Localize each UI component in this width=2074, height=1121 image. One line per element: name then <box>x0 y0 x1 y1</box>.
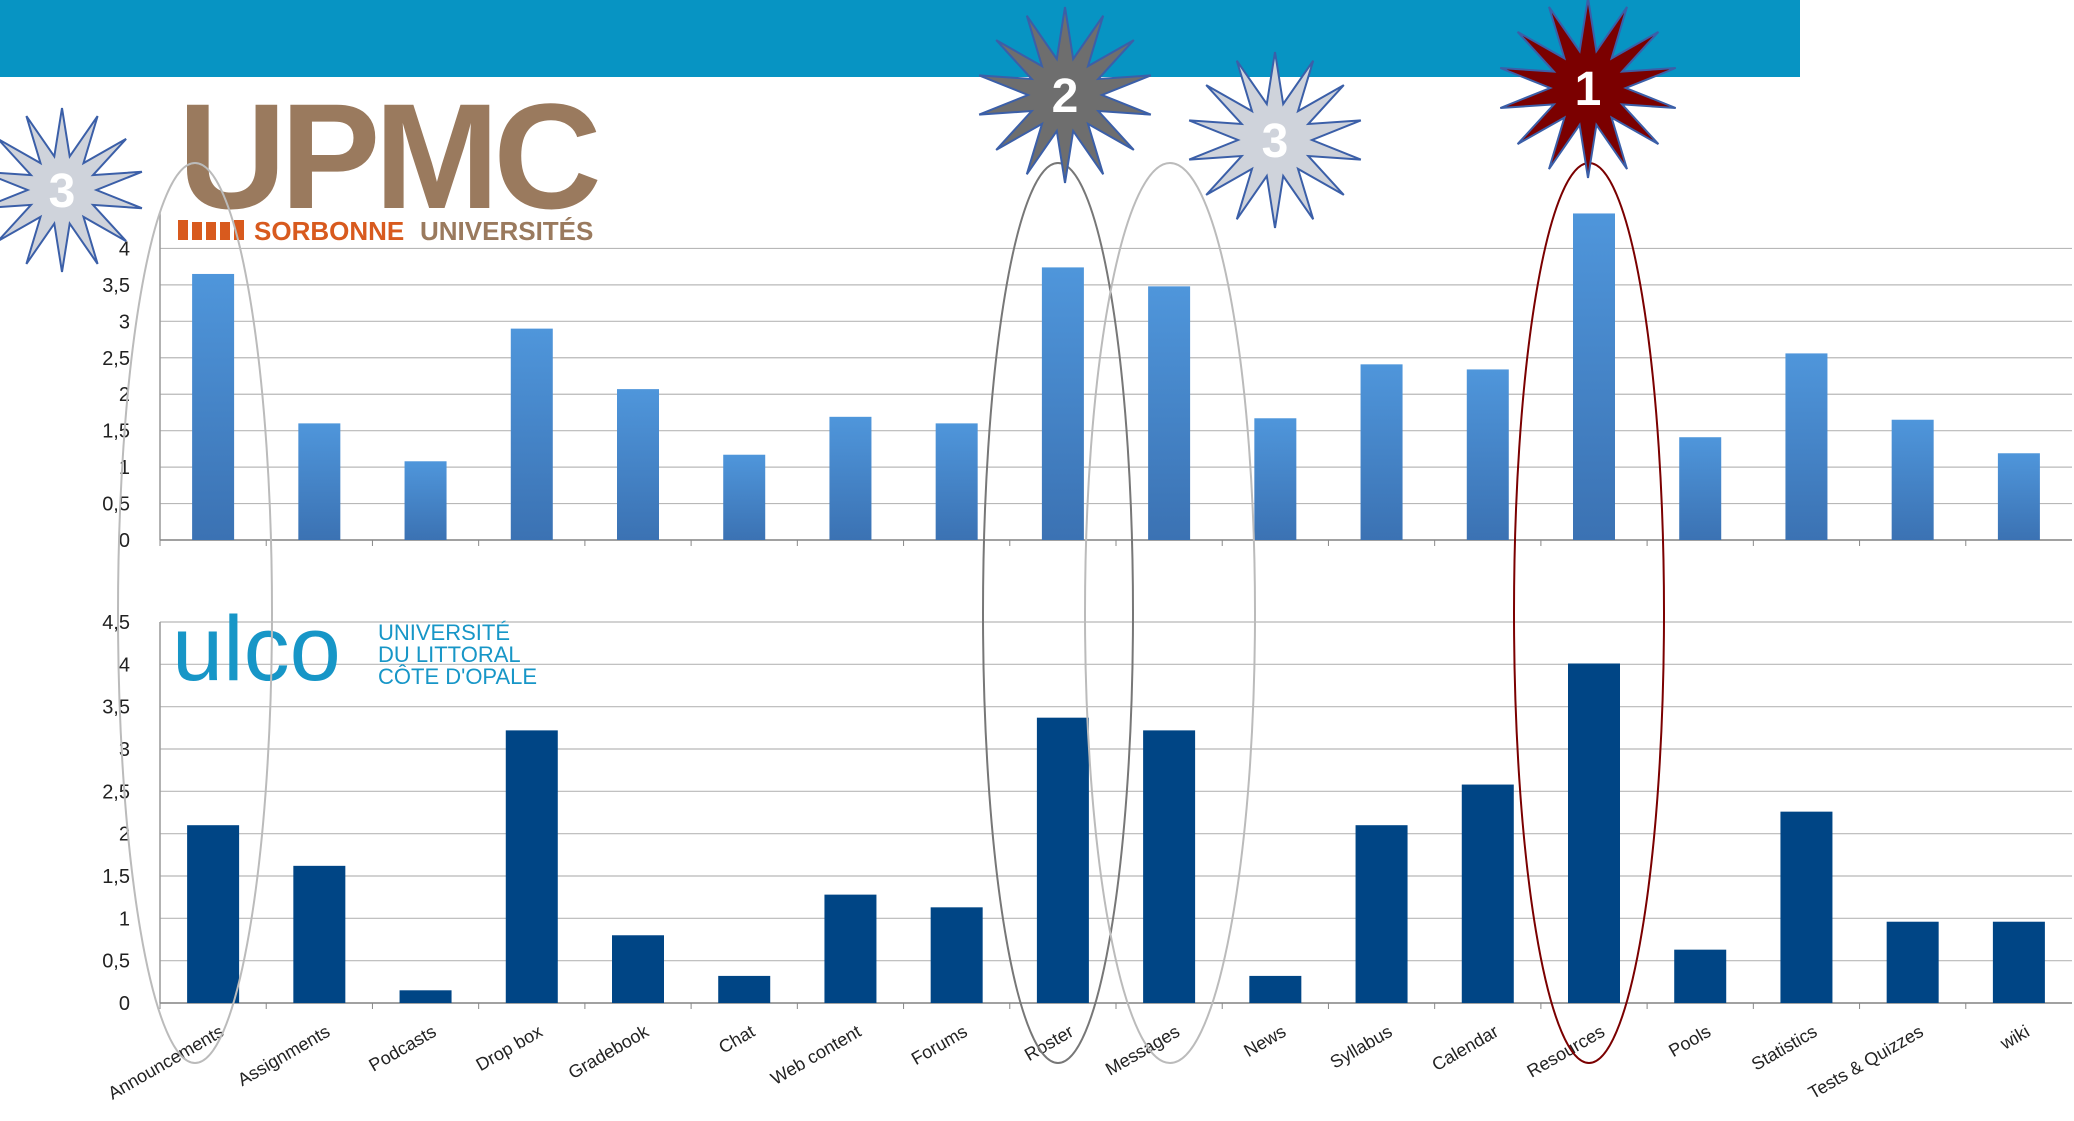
ulco-bar-gradebook <box>612 935 664 1003</box>
y-tick-label: 2,5 <box>102 348 130 370</box>
ulco-bar-drop-box <box>505 730 558 1003</box>
rank-star-label: 2 <box>1052 70 1079 123</box>
ulco-bar-wiki <box>1992 921 2045 1003</box>
upmc-bar-gradebook <box>617 389 659 540</box>
x-category-label: Tests & Quizzes <box>1805 1021 1927 1103</box>
ulco-bar-roster <box>1036 717 1089 1003</box>
ulco-logo-line2: DU LITTORAL <box>378 642 521 667</box>
upmc-logo-sub-b: UNIVERSITÉS <box>420 216 593 246</box>
x-category-label: Chat <box>715 1021 758 1057</box>
rank-star-resources <box>1499 0 1677 179</box>
x-category-label: Forums <box>908 1021 971 1069</box>
y-tick-label: 0 <box>119 993 130 1015</box>
highlight-ellipse-announcements <box>117 162 273 1064</box>
y-tick-label: 3 <box>119 739 130 761</box>
y-tick-label: 4,5 <box>102 612 130 634</box>
x-category-label: News <box>1240 1021 1289 1061</box>
rank-star-label: 3 <box>1262 115 1289 168</box>
upmc-bar-assignments <box>298 423 341 540</box>
highlight-ellipse-messages <box>1084 162 1256 1064</box>
y-tick-label: 2 <box>119 824 130 846</box>
upmc-bar-statistics <box>1785 353 1828 540</box>
x-category-label: Podcasts <box>365 1021 439 1075</box>
ulco-bar-resources <box>1568 663 1620 1003</box>
rank-star-announcements <box>0 107 143 273</box>
ulco-bar-web-content <box>824 894 877 1003</box>
y-tick-label: 1,5 <box>102 866 130 888</box>
rank-star-label: 3 <box>49 165 76 218</box>
ulco-logo-line1: UNIVERSITÉ <box>378 620 510 645</box>
ulco-bar-pools <box>1674 949 1727 1003</box>
y-tick-label: 0 <box>119 530 130 552</box>
upmc-bar-wiki <box>1997 453 2040 540</box>
ulco-logo: ulco UNIVERSITÉ DU LITTORAL CÔTE D'OPALE <box>172 598 537 700</box>
x-category-label: Drop box <box>473 1021 546 1075</box>
x-category-label: Pools <box>1665 1021 1714 1061</box>
upmc-bar-announcements <box>192 273 235 540</box>
upmc-bar-podcasts <box>404 461 447 540</box>
ulco-bar-statistics <box>1780 811 1833 1003</box>
ulco-bar-calendar <box>1461 784 1514 1003</box>
y-tick-label: 1 <box>119 908 130 930</box>
header-bar <box>0 0 1800 77</box>
upmc-bar-news <box>1254 418 1297 540</box>
y-tick-label: 3,5 <box>102 275 130 297</box>
rank-star-label: 1 <box>1575 63 1602 116</box>
rank-star-messages <box>1188 51 1362 229</box>
highlight-ellipse-roster <box>982 162 1134 1064</box>
upmc-bar-pools <box>1679 437 1722 540</box>
ulco-bar-messages <box>1143 730 1196 1003</box>
ulco-bar-tests-quizzes <box>1886 921 1939 1003</box>
y-tick-label: 0,5 <box>102 951 130 973</box>
ranking-stars: 3 2 3 1 <box>0 0 1677 273</box>
highlight-ellipses <box>117 162 1665 1064</box>
y-tick-label: 1,5 <box>102 421 130 443</box>
ulco-logo-line3: CÔTE D'OPALE <box>378 664 537 689</box>
x-category-label: Calendar <box>1429 1021 1502 1075</box>
x-category-label: Messages <box>1102 1021 1183 1079</box>
ulco-bar-announcements <box>187 825 240 1003</box>
upmc-bar-roster <box>1041 267 1084 540</box>
upmc-logo-sub-a: SORBONNE <box>254 216 404 246</box>
upmc-logo: UPMC SORBONNE UNIVERSITÉS <box>178 72 604 246</box>
x-category-label: Statistics <box>1748 1021 1820 1074</box>
upmc-bar-drop-box <box>510 328 553 540</box>
x-category-label: wiki <box>1996 1021 2033 1054</box>
x-category-label: Web content <box>767 1021 864 1089</box>
y-tick-label: 3,5 <box>102 697 130 719</box>
ulco-bar-assignments <box>293 865 346 1003</box>
ulco-bar-syllabus <box>1355 825 1408 1003</box>
y-tick-label: 2 <box>119 384 130 406</box>
x-category-label: Assignments <box>234 1021 333 1090</box>
ulco-bar-podcasts <box>399 990 452 1003</box>
upmc-bar-tests-quizzes <box>1891 419 1934 540</box>
x-category-label: Resources <box>1523 1021 1608 1081</box>
upmc-bar-resources <box>1573 213 1615 541</box>
upmc-bar-messages <box>1148 286 1191 540</box>
y-tick-label: 1 <box>119 457 130 479</box>
upmc-bar-chat <box>723 454 766 540</box>
ulco-logo-main: ulco <box>172 598 341 700</box>
upmc-bar-calendar <box>1466 369 1509 540</box>
y-tick-label: 4 <box>119 654 130 676</box>
x-category-label: Announcements <box>104 1021 227 1103</box>
upmc-bar-forums <box>935 423 978 540</box>
y-tick-label: 3 <box>119 311 130 333</box>
ulco-bar-chat <box>718 975 771 1003</box>
y-tick-label: 0,5 <box>102 494 130 516</box>
upmc-logo-main: UPMC <box>178 72 598 240</box>
y-tick-label: 4 <box>119 238 130 260</box>
upmc-bar-web-content <box>829 416 872 540</box>
upmc-logo-emblem <box>178 220 244 240</box>
x-category-label: Gradebook <box>565 1021 653 1083</box>
ulco-bar-news <box>1249 975 1302 1003</box>
x-category-label: Syllabus <box>1327 1021 1396 1072</box>
rank-star-roster <box>978 6 1152 184</box>
upmc-bar-syllabus <box>1360 364 1403 540</box>
ulco-bar-forums <box>930 907 983 1003</box>
